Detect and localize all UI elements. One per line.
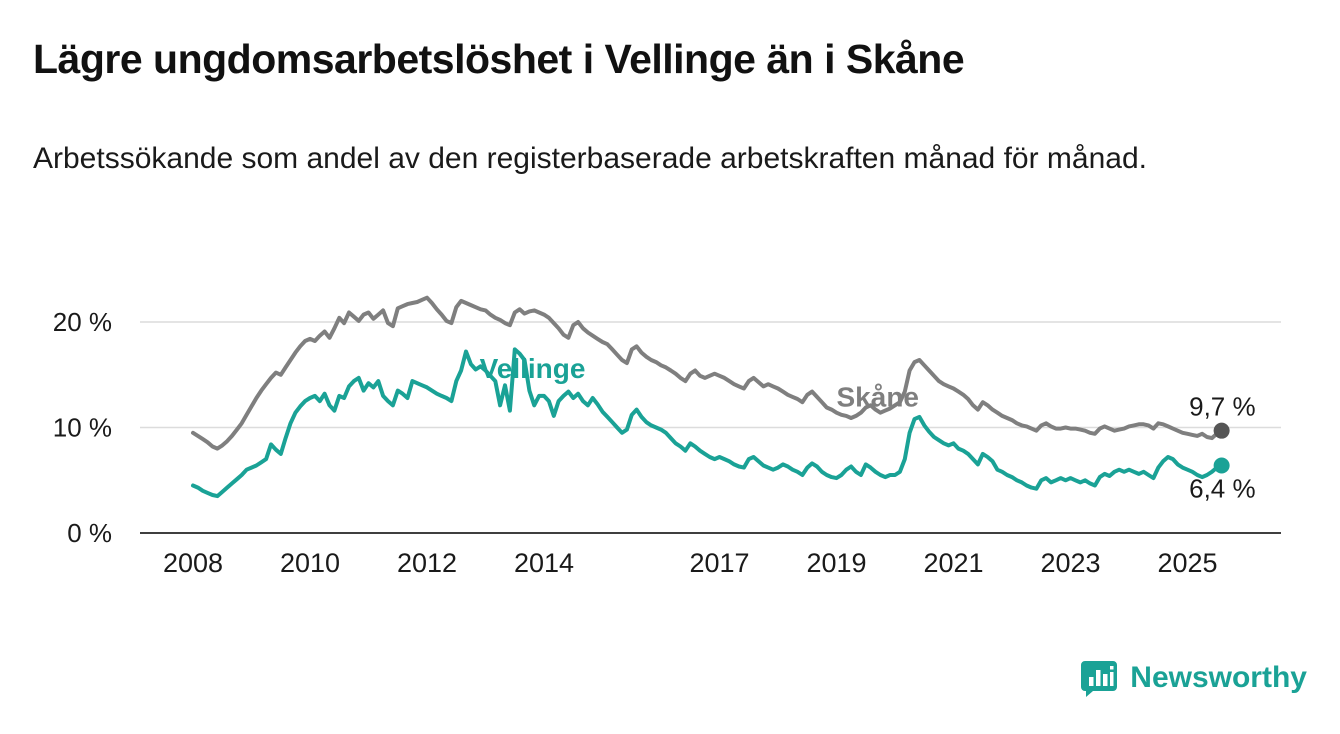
x-axis-tick-label: 2019 — [806, 548, 866, 578]
series-label-vellinge: Vellinge — [480, 353, 586, 384]
series-line-skane — [191, 295, 1224, 451]
series-line-vellinge — [191, 347, 1224, 499]
x-axis-tick-label: 2021 — [923, 548, 983, 578]
x-axis-tick-label: 2023 — [1040, 548, 1100, 578]
x-axis-tick-label: 2010 — [280, 548, 340, 578]
newsworthy-icon — [1081, 661, 1118, 697]
end-value-label-skane: 9,7 % — [1189, 392, 1256, 422]
y-axis-tick-label: 10 % — [53, 413, 112, 443]
y-axis-tick-label: 20 % — [53, 307, 112, 337]
end-value-label-vellinge: 6,4 % — [1189, 473, 1256, 503]
x-axis-tick-label: 2008 — [163, 548, 223, 578]
end-dot-vellinge — [1213, 457, 1230, 474]
x-axis-tick-label: 2025 — [1157, 548, 1217, 578]
x-axis-tick-label: 2012 — [397, 548, 457, 578]
chart-title: Lägre ungdomsarbetslöshet i Vellinge än … — [33, 36, 965, 82]
y-axis-tick-label: 0 % — [67, 518, 112, 548]
newsworthy-wordmark: Newsworthy — [1130, 661, 1307, 694]
x-axis-tick-label: 2014 — [514, 548, 574, 578]
chart-subtitle: Arbetssökande som andel av den registerb… — [33, 142, 1147, 175]
x-axis-tick-label: 2017 — [689, 548, 749, 578]
end-dot-skane — [1213, 422, 1230, 439]
newsworthy-logo: Newsworthy — [1079, 658, 1307, 698]
series-label-skane: Skåne — [837, 381, 920, 412]
